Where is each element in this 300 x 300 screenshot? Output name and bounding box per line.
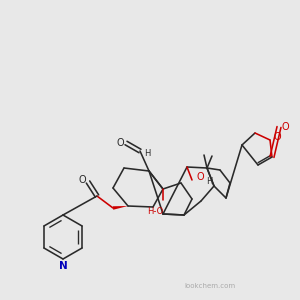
Text: H: H (206, 176, 212, 185)
Text: O: O (116, 138, 124, 148)
Text: O: O (78, 175, 86, 185)
Text: O: O (273, 132, 281, 142)
Text: O: O (281, 122, 289, 132)
Text: N: N (58, 261, 68, 271)
Text: O: O (196, 172, 204, 182)
Text: lookchem.com: lookchem.com (184, 283, 236, 289)
Text: H: H (144, 148, 150, 158)
Text: H-O: H-O (147, 208, 163, 217)
Polygon shape (113, 206, 128, 210)
